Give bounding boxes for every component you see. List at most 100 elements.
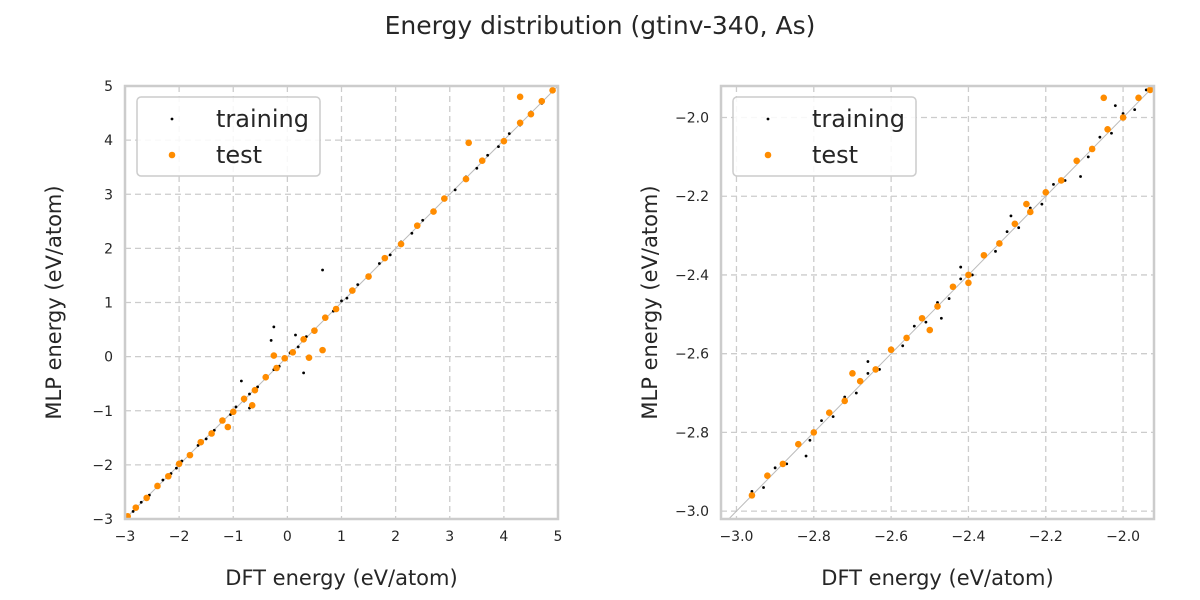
test-point xyxy=(903,334,910,342)
test-point xyxy=(965,271,972,279)
left-scatter-plot: −3 −2 −1 0 1 2 3 4 5 −3 −2 −1 0 1 2 3 4 5 training test DFT … xyxy=(42,79,562,590)
legend-label-test: test xyxy=(812,141,858,169)
legend-marker-test xyxy=(168,151,176,159)
test-point xyxy=(934,303,941,310)
test-point xyxy=(349,287,356,294)
test-point xyxy=(381,254,389,262)
test-point xyxy=(949,283,957,291)
training-point xyxy=(453,188,457,192)
test-point xyxy=(165,472,172,480)
training-point xyxy=(296,345,300,349)
test-point xyxy=(810,429,818,436)
training-point xyxy=(831,415,835,419)
test-point xyxy=(289,348,297,356)
training-point xyxy=(901,344,905,348)
y-tick-label: −3 xyxy=(92,512,113,528)
test-point xyxy=(764,472,771,480)
x-tick-label: −2.6 xyxy=(874,529,908,545)
test-point xyxy=(430,208,437,215)
test-point xyxy=(549,87,556,94)
test-point xyxy=(397,240,405,248)
test-point xyxy=(154,482,161,490)
x-tick-label: −1 xyxy=(223,529,244,545)
test-point xyxy=(825,409,833,417)
training-point xyxy=(936,301,939,304)
test-point xyxy=(281,354,288,362)
test-point xyxy=(175,460,183,468)
training-point xyxy=(866,371,870,375)
test-point xyxy=(779,460,787,468)
x-tick-label: −3.0 xyxy=(719,529,753,545)
training-point xyxy=(272,325,276,329)
x-tick-label: 4 xyxy=(499,529,508,545)
test-point xyxy=(795,440,802,448)
training-point xyxy=(421,218,425,222)
y-tick-label: −2.8 xyxy=(675,425,709,441)
training-point xyxy=(1040,202,1044,206)
x-axis-label: DFT energy (eV/atom) xyxy=(821,566,1053,590)
plot-frame xyxy=(719,84,1156,521)
y-tick-label: −1 xyxy=(92,404,113,420)
x-tick-label: −2.8 xyxy=(797,529,831,545)
training-point xyxy=(820,419,823,422)
test-point xyxy=(270,352,278,359)
test-point xyxy=(143,494,150,502)
test-point xyxy=(1057,177,1065,184)
test-point xyxy=(965,279,972,287)
training-point xyxy=(1009,214,1013,218)
training-point xyxy=(507,132,511,136)
test-point xyxy=(926,326,934,334)
test-point xyxy=(527,110,535,118)
test-point xyxy=(251,386,259,394)
test-point xyxy=(413,222,421,229)
test-point xyxy=(300,336,307,343)
test-point xyxy=(1100,94,1108,102)
x-tick-label: −2 xyxy=(169,529,190,545)
legend-label-training: training xyxy=(812,105,905,133)
test-point xyxy=(1135,94,1142,102)
training-point xyxy=(804,454,808,458)
test-point xyxy=(849,370,856,377)
x-tick-label: −2.0 xyxy=(1106,529,1140,545)
test-point xyxy=(1023,200,1030,208)
test-point xyxy=(996,240,1003,247)
training-point xyxy=(1028,206,1032,210)
training-point xyxy=(377,262,381,265)
test-point xyxy=(365,273,372,280)
y-tick-label: −2.2 xyxy=(675,189,709,205)
y-tick-label: −2.0 xyxy=(675,110,709,126)
training-point xyxy=(234,405,238,409)
training-point xyxy=(924,320,928,324)
reference-diagonal xyxy=(124,85,559,520)
test-point xyxy=(1026,208,1034,216)
training-point xyxy=(843,395,847,399)
test-point xyxy=(132,504,140,511)
test-point xyxy=(441,195,448,202)
training-point xyxy=(1079,175,1082,178)
training-point xyxy=(356,283,360,287)
legend-box xyxy=(136,96,321,177)
training-point xyxy=(959,277,963,281)
training-point xyxy=(294,333,297,337)
x-tick-label: 3 xyxy=(445,529,454,545)
y-tick-label: 4 xyxy=(104,133,113,149)
training-point xyxy=(762,486,765,489)
y-tick-label: 3 xyxy=(104,187,113,203)
training-point xyxy=(302,371,306,375)
training-point xyxy=(239,379,243,383)
training-point xyxy=(994,249,997,253)
test-point xyxy=(262,373,270,381)
test-point xyxy=(1119,114,1127,121)
x-tick-label: −3 xyxy=(115,529,136,545)
y-tick-label: 1 xyxy=(104,296,113,312)
training-point xyxy=(1110,131,1113,135)
training-point xyxy=(939,316,943,320)
y-tick-label: −2 xyxy=(92,458,113,474)
training-point xyxy=(410,231,414,235)
test-point xyxy=(462,175,470,183)
training-point xyxy=(204,437,208,441)
test-point xyxy=(748,492,756,499)
test-point xyxy=(332,305,340,313)
training-point xyxy=(131,510,135,513)
test-point xyxy=(224,423,232,431)
